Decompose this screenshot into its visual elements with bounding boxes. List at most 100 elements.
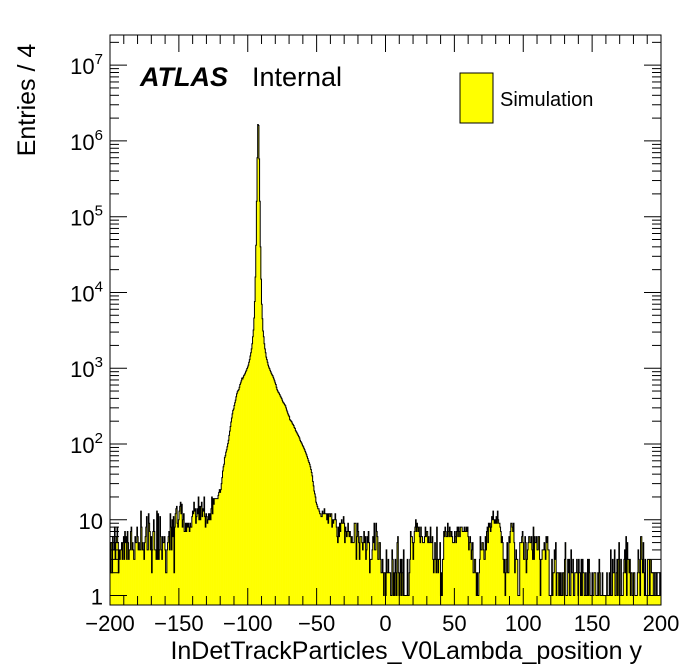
histogram-bin <box>499 523 501 605</box>
histogram-bin <box>308 462 310 605</box>
histogram-bin <box>358 542 360 605</box>
histogram-bin <box>134 559 136 605</box>
histogram-bin <box>561 595 563 605</box>
histogram-bin <box>628 559 630 605</box>
histogram-bin <box>657 595 659 605</box>
histogram-bin <box>453 542 455 605</box>
histogram-bin <box>297 434 299 605</box>
histogram-bin <box>243 375 245 605</box>
histogram-bin <box>256 201 258 605</box>
histogram-bin <box>178 519 180 605</box>
histogram-bin <box>240 382 242 605</box>
histogram-bin <box>179 511 180 605</box>
histogram-bin <box>359 536 361 605</box>
histogram-bin <box>427 531 428 605</box>
histogram-bin <box>171 549 173 605</box>
histogram-bin <box>538 536 540 605</box>
histogram-bin <box>200 519 202 605</box>
histogram-bin <box>145 527 147 605</box>
histogram-bin <box>573 595 575 605</box>
histogram-bin <box>302 445 304 605</box>
histogram-bin <box>529 536 531 605</box>
histogram-bin <box>335 519 337 605</box>
histogram-bin <box>235 400 237 605</box>
histogram-bin <box>166 572 168 605</box>
histogram-bin <box>269 370 271 605</box>
histogram-bin <box>526 559 528 605</box>
histogram-bin <box>540 595 542 605</box>
histogram-bin <box>464 527 466 605</box>
histogram-bin <box>611 595 613 605</box>
histogram-bin <box>458 527 460 605</box>
atlas-label: ATLAS <box>139 62 228 92</box>
histogram-bin <box>493 519 495 605</box>
histogram-bin <box>445 531 447 605</box>
histogram-bin <box>428 542 430 605</box>
histogram-bin <box>476 595 478 605</box>
histogram-bin <box>627 559 629 605</box>
histogram-bin <box>365 536 366 605</box>
histogram-bin <box>430 527 432 605</box>
histogram-bin <box>187 523 189 605</box>
histogram-bin <box>441 595 443 605</box>
histogram-bin <box>321 516 323 605</box>
histogram-bin <box>444 527 446 605</box>
histogram-bin <box>513 523 515 605</box>
histogram-bin <box>525 542 527 605</box>
histogram-bin <box>510 523 512 605</box>
histogram-bin <box>600 595 602 605</box>
histogram-bin <box>568 572 570 605</box>
histogram-bin <box>214 498 216 605</box>
histogram-bin <box>483 559 485 605</box>
histogram-bin <box>136 542 138 605</box>
histogram-bin <box>344 542 346 605</box>
histogram-bin <box>334 519 336 605</box>
histogram-bin <box>404 595 406 605</box>
histogram-bin <box>262 331 264 605</box>
histogram-bin <box>152 531 154 605</box>
y-tick-label: 1 <box>91 585 103 610</box>
histogram-bin <box>128 559 130 605</box>
histogram-bin <box>595 595 597 605</box>
histogram-bin <box>473 572 475 605</box>
histogram-bin <box>492 519 494 605</box>
histogram-bin <box>405 595 407 605</box>
histogram-bin <box>554 549 556 605</box>
histogram-bin <box>657 595 659 605</box>
histogram-bin <box>625 572 627 605</box>
histogram-bin <box>340 531 342 605</box>
histogram-bin <box>329 516 331 605</box>
histogram-bin <box>590 595 591 605</box>
histogram-bin <box>427 542 429 605</box>
histogram-bin <box>312 481 314 605</box>
histogram-bin <box>494 519 496 605</box>
histogram-bin <box>186 531 188 605</box>
histogram-bin <box>163 542 165 605</box>
histogram-bin <box>231 418 233 605</box>
histogram-bin <box>545 559 547 605</box>
histogram-bin <box>495 523 497 605</box>
histogram-bin <box>404 595 405 605</box>
histogram-bin <box>125 542 127 605</box>
histogram-bin <box>428 536 430 605</box>
histogram-bin <box>206 516 208 605</box>
histogram-bin <box>569 595 571 605</box>
histogram-bin <box>532 559 534 605</box>
histogram-bin <box>233 408 235 605</box>
histogram-bin <box>220 489 222 605</box>
histogram-bin <box>310 466 312 605</box>
histogram-bin <box>482 542 484 605</box>
histogram-bin <box>488 523 490 605</box>
histogram-bin <box>492 511 494 605</box>
histogram-bin <box>235 396 237 605</box>
histogram-bin <box>480 536 482 605</box>
histogram-bin <box>219 489 221 605</box>
histogram-bin <box>274 380 276 605</box>
histogram-bin <box>241 380 242 605</box>
histogram-bin <box>195 508 196 605</box>
histogram-bin <box>313 485 315 605</box>
histogram-bin <box>234 405 235 605</box>
histogram-bin <box>483 549 485 605</box>
histogram-bin <box>418 527 420 605</box>
